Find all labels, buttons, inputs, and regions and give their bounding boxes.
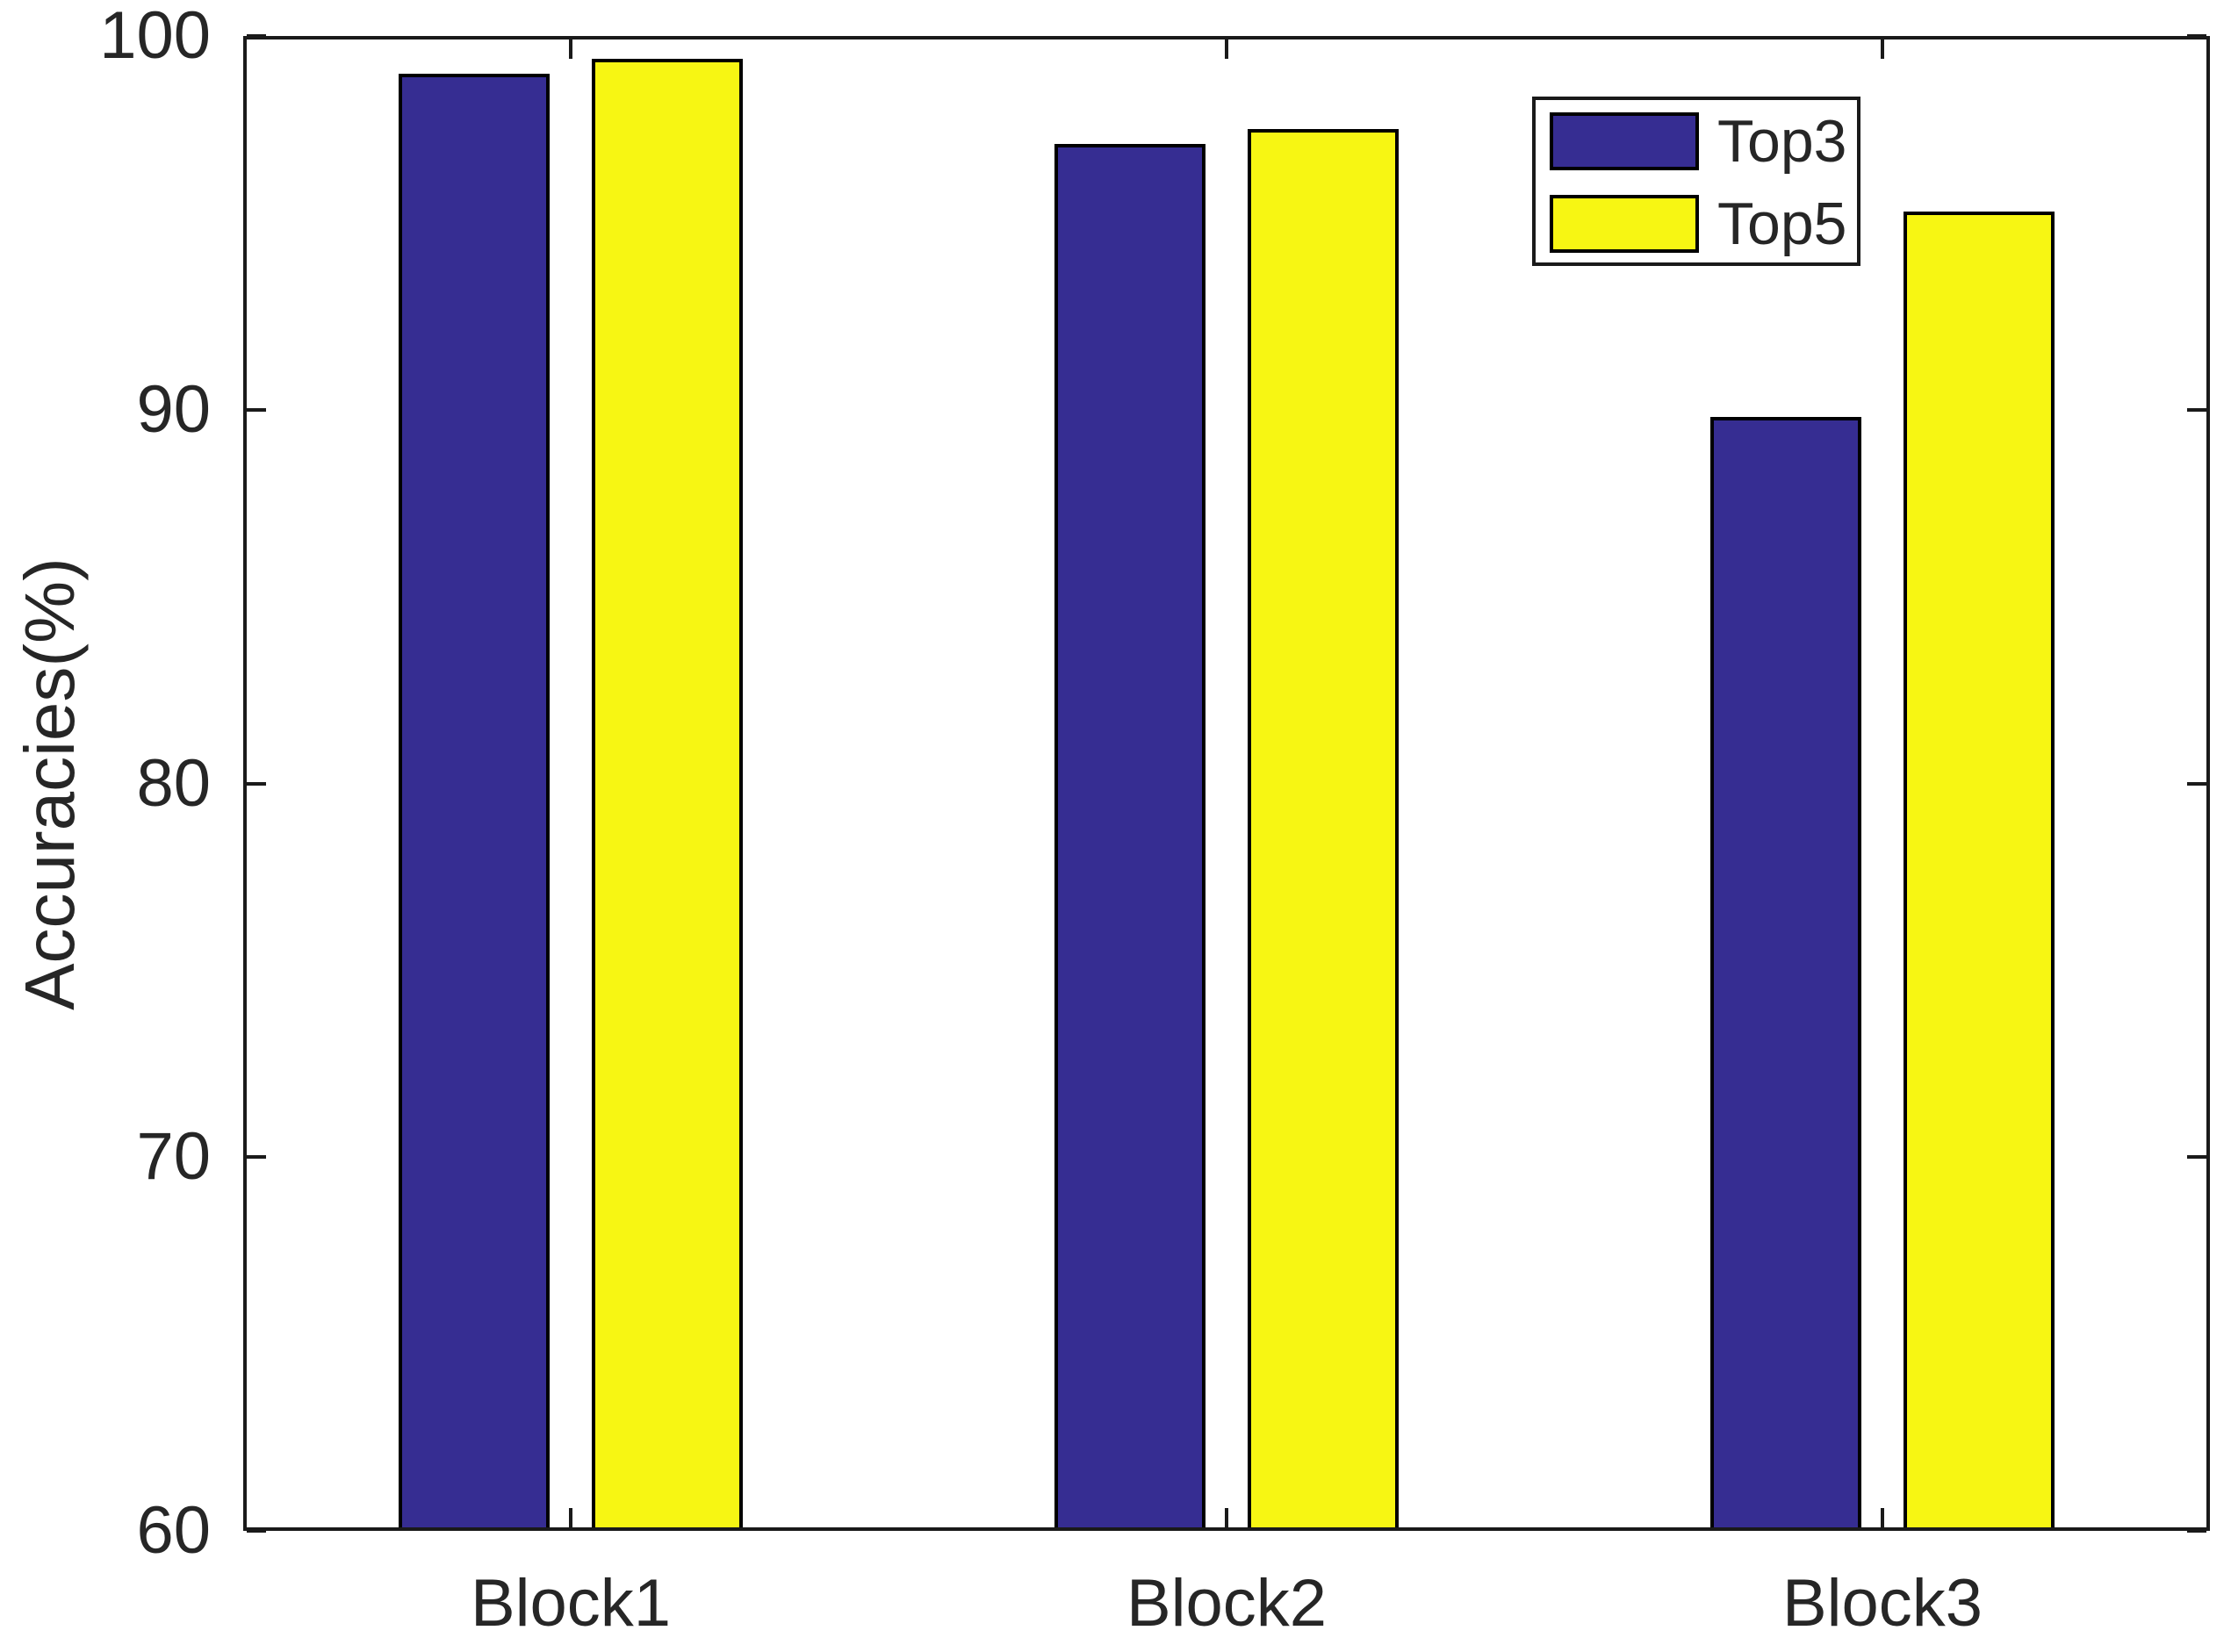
x-tick-mark-block2-top <box>1225 40 1228 59</box>
y-tick-mark-60-right <box>2187 1529 2206 1533</box>
y-tick-mark-100-left <box>247 34 266 38</box>
bar-top3-block2 <box>1054 144 1205 1531</box>
axis-edge-bottom <box>243 1527 2210 1531</box>
y-tick-mark-80-left <box>247 782 266 786</box>
y-tick-mark-100-right <box>2187 34 2206 38</box>
bar-top5-block2 <box>1248 129 1399 1531</box>
x-tick-label-block2: Block2 <box>1126 1566 1328 1641</box>
legend-label-top3: Top3 <box>1717 108 1847 175</box>
legend-row-top5: Top5 <box>1550 190 1847 257</box>
x-tick-mark-block3-top <box>1881 40 1884 59</box>
x-tick-mark-block1-top <box>569 40 572 59</box>
legend: Top3 Top5 <box>1532 97 1860 266</box>
legend-row-top3: Top3 <box>1550 108 1847 175</box>
legend-label-top5: Top5 <box>1717 190 1847 257</box>
y-tick-mark-80-right <box>2187 782 2206 786</box>
y-tick-mark-70-left <box>247 1155 266 1159</box>
y-tick-label-70: 70 <box>136 1119 211 1194</box>
axis-edge-left <box>243 36 247 1531</box>
y-tick-label-60: 60 <box>136 1493 211 1568</box>
y-tick-mark-60-left <box>247 1529 266 1533</box>
x-tick-mark-block3-bottom <box>1881 1508 1884 1527</box>
bar-top3-block3 <box>1710 417 1861 1531</box>
bar-top5-block3 <box>1904 212 2055 1531</box>
y-tick-mark-70-right <box>2187 1155 2206 1159</box>
plot-area: Top3 Top5 <box>243 34 2210 1533</box>
axis-edge-right <box>2206 36 2210 1531</box>
y-tick-label-100: 100 <box>99 0 211 73</box>
axis-edge-top <box>243 36 2210 40</box>
y-tick-mark-90-right <box>2187 408 2206 412</box>
y-tick-label-80: 80 <box>136 746 211 821</box>
x-tick-mark-block1-bottom <box>569 1508 572 1527</box>
y-tick-label-90: 90 <box>136 372 211 447</box>
x-tick-label-block1: Block1 <box>470 1566 672 1641</box>
legend-swatch-top5 <box>1550 195 1699 253</box>
x-tick-mark-block2-bottom <box>1225 1508 1228 1527</box>
x-tick-label-block3: Block3 <box>1781 1566 1983 1641</box>
bar-top5-block1 <box>592 59 743 1531</box>
y-tick-mark-90-left <box>247 408 266 412</box>
bar-top3-block1 <box>399 74 550 1531</box>
legend-swatch-top3 <box>1550 112 1699 170</box>
